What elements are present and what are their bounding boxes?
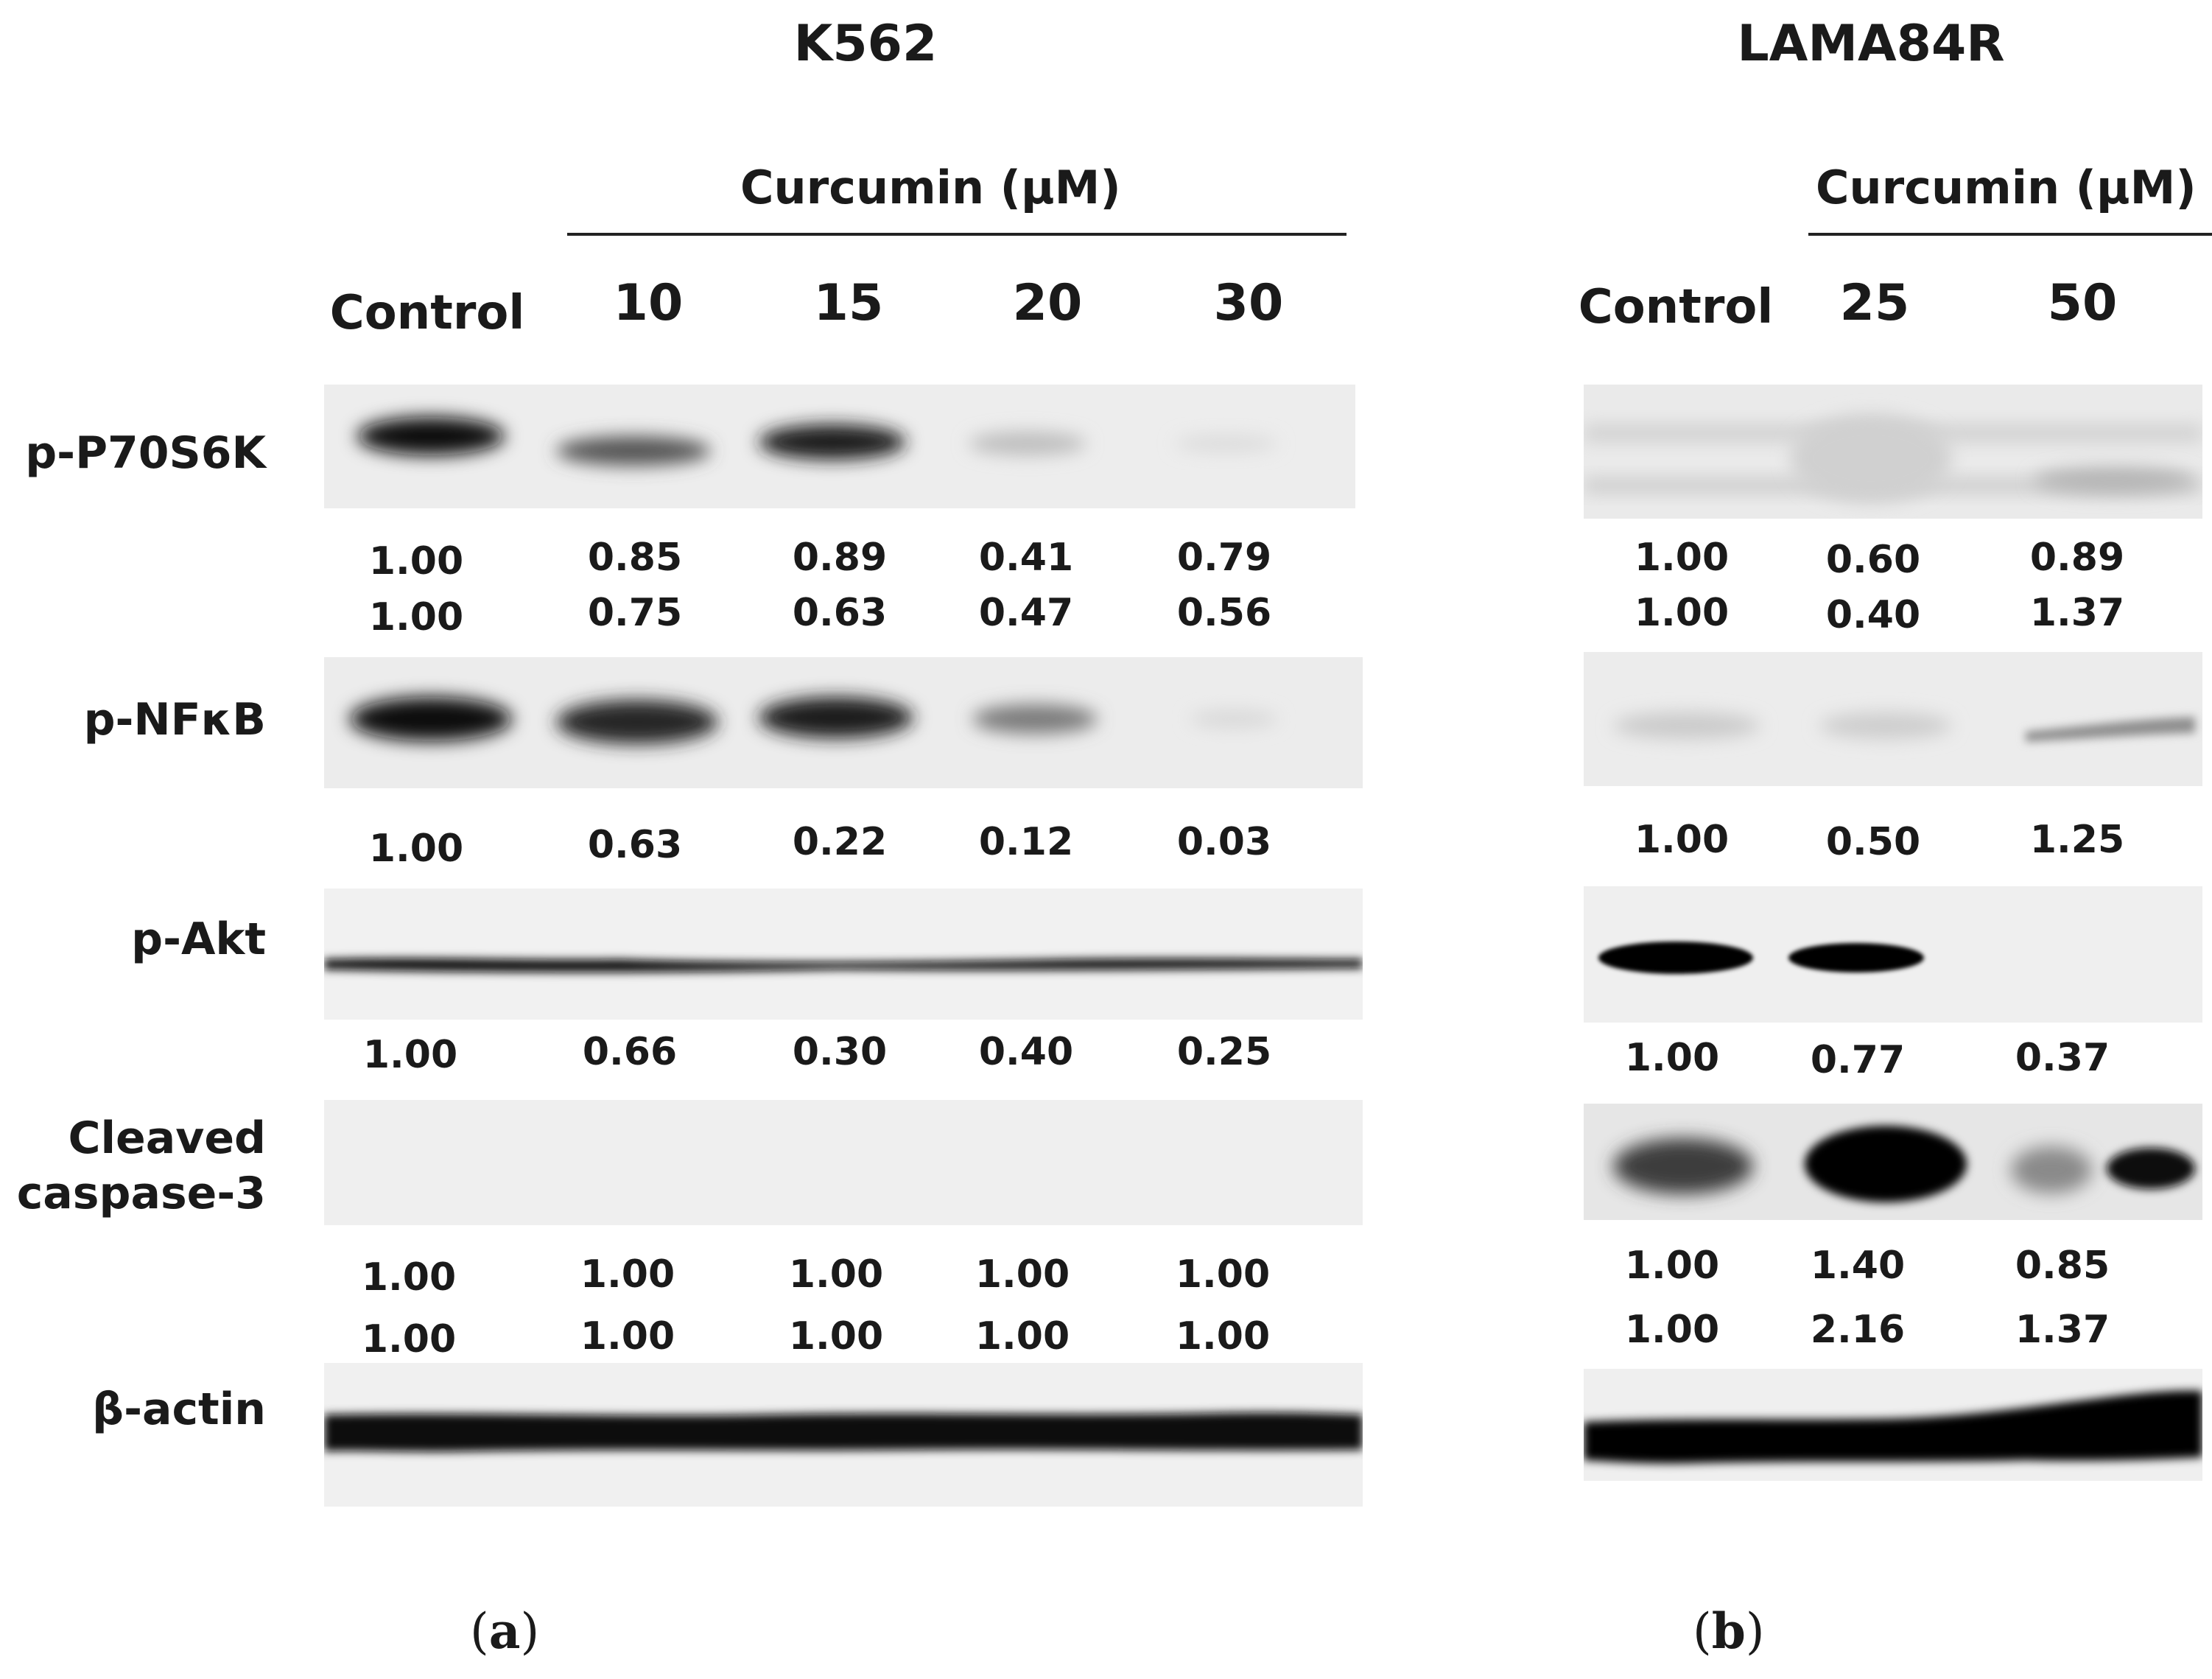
caption-a: (a) [470,1602,539,1660]
row-label-p-nfkb: p-NFκB [83,694,266,746]
quant-b-akt-c3: 0.37 [2015,1036,2110,1080]
quant-a-nfkb-c1: 1.00 [368,827,464,871]
blot-b-akt [1584,886,2202,1023]
quant-a-p70-r1-c1: 1.00 [368,539,464,583]
quant-b-p70-r1-c3: 0.89 [2029,536,2125,580]
quant-b-casp-r2-c1: 1.00 [1624,1308,1720,1352]
caption-b-open: ( [1693,1603,1712,1660]
quant-a-p70-r1-c4: 0.41 [978,536,1074,580]
caption-b: (b) [1693,1602,1765,1660]
quant-a-akt-c3: 0.30 [792,1030,888,1074]
blot-a-p70s6k [324,385,1355,508]
blot-a-nfkb [324,657,1363,788]
quant-a-p70-r2-c1: 1.00 [368,595,464,639]
row-label-p-p70s6k: p-P70S6K [25,427,266,479]
quant-a-akt-c1: 1.00 [362,1033,458,1077]
panel-a-treatment-rule [567,233,1346,236]
quant-b-casp-r1-c3: 0.85 [2015,1244,2110,1288]
caption-a-letter: a [488,1602,521,1660]
quant-b-casp-r2-c2: 2.16 [1810,1308,1906,1352]
quant-b-nfkb-c1: 1.00 [1634,818,1730,862]
quant-b-casp-r2-c3: 1.37 [2015,1308,2110,1352]
quant-a-casp-r1-c5: 1.00 [1175,1252,1271,1297]
quant-a-p70-r2-c4: 0.47 [978,591,1074,635]
caption-a-close: ) [520,1603,540,1660]
panel-a-lane-control: Control [329,286,525,340]
quant-a-p70-r2-c2: 0.75 [587,591,683,635]
panel-a-title: K562 [793,15,938,73]
caption-a-open: ( [470,1603,489,1660]
quant-a-casp-r2-c1: 1.00 [361,1317,457,1361]
quant-a-p70-r2-c5: 0.56 [1176,591,1272,635]
blot-b-actin [1584,1369,2202,1481]
quant-a-nfkb-c2: 0.63 [587,823,683,867]
quant-a-casp-r1-c3: 1.00 [788,1252,884,1297]
panel-b-treatment-label: Curcumin (μM) [1816,161,2197,214]
blot-a-actin [324,1363,1363,1507]
panel-a-treatment-label: Curcumin (μM) [740,161,1121,214]
panel-a-lane-30: 30 [1213,274,1284,332]
blot-b-p70s6k [1584,385,2202,519]
blot-a-akt [324,888,1363,1020]
quant-a-nfkb-c3: 0.22 [792,820,888,864]
row-label-cleaved-caspase3: Cleaved caspase-3 [17,1111,266,1221]
quant-b-p70-r1-c1: 1.00 [1634,536,1730,580]
panel-b-lane-control: Control [1578,280,1774,334]
panel-a-lane-10: 10 [613,274,684,332]
caption-b-letter: b [1711,1602,1746,1660]
panel-b-title: LAMA84R [1737,15,2005,73]
quant-a-akt-c5: 0.25 [1176,1030,1272,1074]
quant-a-p70-r2-c3: 0.63 [792,591,888,635]
panel-a-lane-20: 20 [1012,274,1083,332]
panel-a-lane-15: 15 [813,274,884,332]
quant-b-casp-r1-c1: 1.00 [1624,1244,1720,1288]
quant-b-akt-c2: 0.77 [1810,1038,1906,1082]
quant-a-p70-r1-c3: 0.89 [792,536,888,580]
quant-b-nfkb-c2: 0.50 [1825,820,1921,864]
row-label-cleaved-line2: caspase-3 [16,1168,266,1219]
quant-a-p70-r1-c5: 0.79 [1176,536,1272,580]
quant-a-nfkb-c4: 0.12 [978,820,1074,864]
quant-b-p70-r2-c2: 0.40 [1825,593,1921,637]
blot-b-nfkb [1584,652,2202,786]
row-label-p-akt: p-Akt [131,914,266,965]
quant-b-akt-c1: 1.00 [1624,1036,1720,1080]
caption-b-close: ) [1745,1603,1765,1660]
blot-b-caspase3 [1584,1104,2202,1220]
quant-b-nfkb-c3: 1.25 [2029,818,2125,862]
panel-b-lane-25: 25 [1839,274,1910,332]
quant-a-p70-r1-c2: 0.85 [587,536,683,580]
quant-a-casp-r1-c2: 1.00 [580,1252,675,1297]
blot-a-caspase3 [324,1100,1363,1225]
quant-a-casp-r2-c4: 1.00 [975,1314,1070,1359]
quant-b-p70-r1-c2: 0.60 [1825,538,1921,582]
quant-a-akt-c2: 0.66 [582,1030,678,1074]
quant-a-casp-r2-c5: 1.00 [1175,1314,1271,1359]
quant-a-nfkb-c5: 0.03 [1176,820,1272,864]
quant-a-casp-r2-c3: 1.00 [788,1314,884,1359]
quant-b-casp-r1-c2: 1.40 [1810,1244,1906,1288]
panel-b-lane-50: 50 [2047,274,2118,332]
quant-a-casp-r2-c2: 1.00 [580,1314,675,1359]
quant-a-casp-r1-c1: 1.00 [361,1255,457,1300]
panel-b-treatment-rule [1808,233,2212,236]
row-label-cleaved-line1: Cleaved [68,1112,266,1164]
quant-b-p70-r2-c1: 1.00 [1634,591,1730,635]
row-label-beta-actin: β-actin [92,1384,266,1435]
quant-b-p70-r2-c3: 1.37 [2029,591,2125,635]
quant-a-akt-c4: 0.40 [978,1030,1074,1074]
quant-a-casp-r1-c4: 1.00 [975,1252,1070,1297]
